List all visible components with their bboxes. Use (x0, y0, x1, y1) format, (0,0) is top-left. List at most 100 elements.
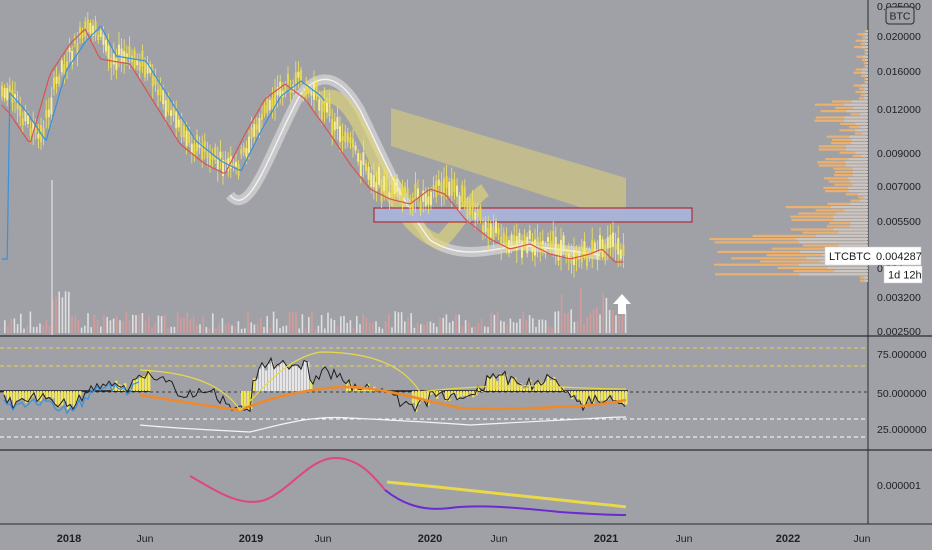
rsi-histogram-bar (64, 391, 67, 402)
volume-bar (189, 319, 192, 333)
rsi-histogram-bar (583, 391, 586, 409)
rsi-tick-label: 25.000000 (877, 424, 927, 436)
osc-tick-label: 0.000001 (877, 480, 921, 492)
volume-bar (32, 327, 35, 333)
rsi-histogram-bar (553, 377, 556, 391)
volume-bar (80, 327, 83, 333)
volume-profile-bar-inner (852, 167, 868, 170)
currency-badge[interactable] (885, 6, 915, 25)
candle-body (393, 179, 396, 194)
price-pane[interactable] (0, 0, 868, 335)
candle-body (383, 176, 386, 192)
volume-bar (343, 315, 345, 333)
rsi-histogram-bar (451, 391, 454, 396)
candle-body (47, 109, 50, 118)
rsi-histogram-bar (310, 381, 313, 391)
volume-bar (333, 320, 336, 333)
rsi-histogram-bar (28, 391, 31, 401)
rsi-histogram-bar (469, 391, 472, 394)
candle-body (136, 58, 139, 66)
candle-body (552, 231, 555, 248)
rsi-axis[interactable]: 75.000000 50.000000 25.000000 (877, 349, 927, 436)
candle-body (16, 103, 19, 110)
candle-body (583, 241, 586, 252)
volume-profile-bar-inner (833, 218, 868, 221)
time-axis[interactable]: 2018 Jun 2019 Jun 2020 Jun 2021 Jun 2022 Jun (57, 533, 871, 545)
candle-body (37, 133, 40, 139)
volume-bar (186, 312, 188, 333)
candle-body (531, 241, 534, 253)
candle-body (105, 40, 107, 52)
candle-body (437, 179, 440, 186)
candle-body (68, 47, 71, 53)
volume-profile-bar (820, 110, 868, 113)
countdown-box (883, 265, 923, 284)
rsi-histogram-bar (466, 391, 469, 398)
volume-bar (180, 317, 182, 333)
volume-bar (541, 319, 544, 333)
candle-body (562, 235, 565, 252)
volume-bar (148, 315, 150, 333)
volume-profile-bar-inner (860, 113, 868, 116)
price-axis[interactable]: 0.0250000.0200000.0160000.0120000.009000… (877, 1, 921, 338)
volume-bar (532, 318, 534, 333)
support-zone[interactable] (373, 207, 693, 223)
candle-body (339, 126, 341, 142)
volume-profile-bar (853, 46, 868, 49)
rsi-histogram-bar (145, 375, 148, 391)
candle-body (110, 57, 113, 68)
volume-bar (484, 326, 486, 333)
price-tick-label: 0.009000 (877, 148, 921, 160)
rsi-histogram-bar (73, 391, 76, 407)
time-year-label: 2019 (239, 533, 263, 545)
candle-body (159, 83, 162, 96)
volume-bar (87, 313, 89, 333)
candle-body (341, 136, 344, 141)
rsi-histogram-bar (430, 391, 433, 395)
volume-profile-bar (857, 196, 868, 199)
price-tick-label: 0.020000 (877, 31, 921, 43)
candle-body (274, 91, 276, 109)
rsi-histogram-bar (352, 388, 355, 391)
candle-body (484, 221, 487, 233)
rsi-histogram-bar (475, 391, 478, 396)
volume-profile-bar-inner (796, 238, 868, 241)
trend-channel[interactable] (391, 108, 626, 222)
volume-bar (522, 311, 524, 333)
volume-profile-bar (850, 113, 868, 116)
candle-body (344, 131, 347, 143)
volume-bar (525, 319, 528, 333)
candle-body (266, 98, 269, 113)
candle-body (97, 34, 100, 41)
volume-profile-bar (862, 36, 868, 39)
volume-bar (548, 326, 550, 333)
candle-body (32, 122, 35, 135)
volume-profile-bar (834, 174, 868, 177)
volume-profile-bar-inner (848, 158, 868, 161)
volume-bar (560, 294, 563, 333)
candle-body (79, 27, 81, 39)
volume-bar (420, 324, 422, 333)
candle-body (271, 97, 274, 108)
oscillator-axis[interactable]: 0.000001 (877, 480, 921, 492)
candle-body (92, 25, 94, 36)
last-price-box[interactable] (824, 246, 922, 266)
volume-bar (576, 321, 579, 333)
rsi-histogram-bar (517, 384, 520, 391)
volume-bar (372, 322, 374, 333)
volume-profile-bar (859, 97, 868, 100)
rsi-histogram-bar (454, 391, 457, 394)
up-arrow-icon (613, 294, 631, 314)
rsi-histogram-bar (523, 388, 526, 391)
volume-bar (567, 312, 569, 333)
volume-bar (471, 327, 473, 333)
volume-profile-bar-inner (853, 106, 868, 109)
volume-bar (196, 325, 198, 333)
candle-body (554, 236, 557, 255)
volume-bar (164, 314, 166, 333)
candle-body (567, 253, 570, 260)
volume-profile-bar (860, 42, 868, 45)
volume-profile-bar (802, 231, 868, 234)
